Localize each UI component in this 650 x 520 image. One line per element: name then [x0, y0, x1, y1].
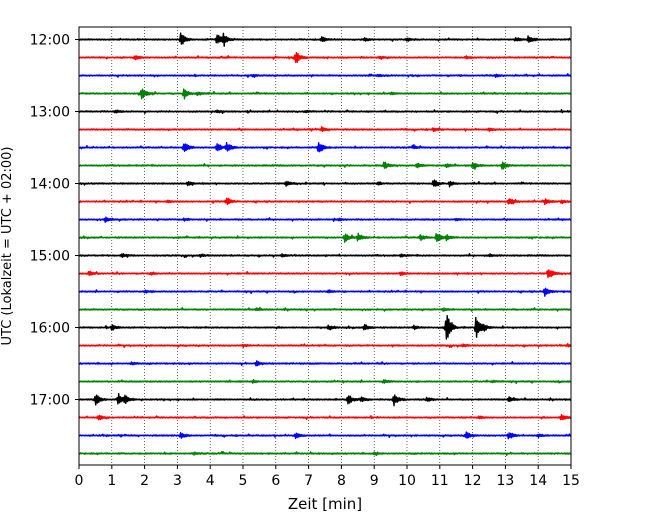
vertical-gridlines — [111, 27, 539, 465]
x-tick-label: 0 — [75, 473, 84, 489]
y-tick-label: 15:00 — [30, 249, 70, 265]
seismogram-trace-1215 — [78, 52, 572, 63]
x-tick-label: 15 — [562, 473, 580, 489]
seismogram-trace-1415 — [78, 197, 572, 206]
seismogram-trace-1500 — [78, 253, 572, 259]
seismogram-traces — [78, 32, 572, 456]
seismogram-trace-1300 — [78, 109, 572, 115]
x-tick-label: 10 — [398, 473, 416, 489]
x-tick-label: 8 — [337, 473, 346, 489]
seismogram-trace-1745 — [78, 450, 572, 456]
x-tick-label: 5 — [239, 473, 248, 489]
x-tick-label: 1 — [107, 473, 116, 489]
seismogram-trace-1700 — [78, 392, 572, 407]
seismogram-trace-1645 — [78, 378, 572, 385]
seismogram-trace-1515 — [78, 269, 572, 279]
y-tick-label: 14:00 — [30, 177, 70, 193]
seismogram-trace-1600 — [78, 314, 572, 340]
y-axis-label: UTC (Lokalzeit = UTC + 02:00) — [0, 147, 15, 346]
seismogram-trace-1315 — [78, 126, 572, 133]
seismogram-trace-1400 — [78, 179, 572, 188]
x-tick-label: 11 — [431, 473, 449, 489]
x-tick-label: 13 — [496, 473, 514, 489]
x-tick-label: 2 — [140, 473, 149, 489]
seismogram-trace-1430 — [78, 216, 572, 223]
seismogram-trace-1445 — [78, 232, 572, 243]
seismogram-trace-1230 — [78, 73, 572, 79]
x-axis-ticks: 0 1 2 3 4 5 6 7 8 9 10 11 12 13 14 15 — [75, 465, 580, 489]
seismogram-trace-1630 — [78, 360, 572, 367]
x-tick-label: 9 — [370, 473, 379, 489]
plot-area-frame — [78, 26, 572, 466]
x-tick-label: 6 — [271, 473, 280, 489]
x-tick-label: 12 — [464, 473, 482, 489]
x-tick-label: 7 — [304, 473, 313, 489]
seismogram-trace-1715 — [78, 413, 572, 421]
seismogram-trace-1730 — [78, 431, 572, 440]
seismogram-trace-1615 — [78, 343, 572, 349]
y-tick-label: 12:00 — [30, 33, 70, 49]
seismogram-trace-1530 — [78, 287, 572, 297]
x-tick-label: 4 — [206, 473, 215, 489]
seismogram-trace-1345 — [78, 161, 572, 170]
y-tick-label: 17:00 — [30, 393, 70, 409]
x-axis-label: Zeit [min] — [288, 495, 362, 513]
y-tick-label: 16:00 — [30, 321, 70, 337]
x-tick-label: 3 — [173, 473, 182, 489]
x-tick-label: 14 — [529, 473, 547, 489]
seismogram-trace-1245 — [78, 88, 572, 100]
y-axis-ticks: 12:00 13:00 14:00 15:00 16:00 17:00 — [30, 33, 79, 409]
seismogram-trace-1200 — [78, 32, 572, 47]
y-tick-label: 13:00 — [30, 105, 70, 121]
seismogram-trace-1330 — [78, 141, 572, 153]
seismogram-trace-1545 — [78, 306, 572, 312]
